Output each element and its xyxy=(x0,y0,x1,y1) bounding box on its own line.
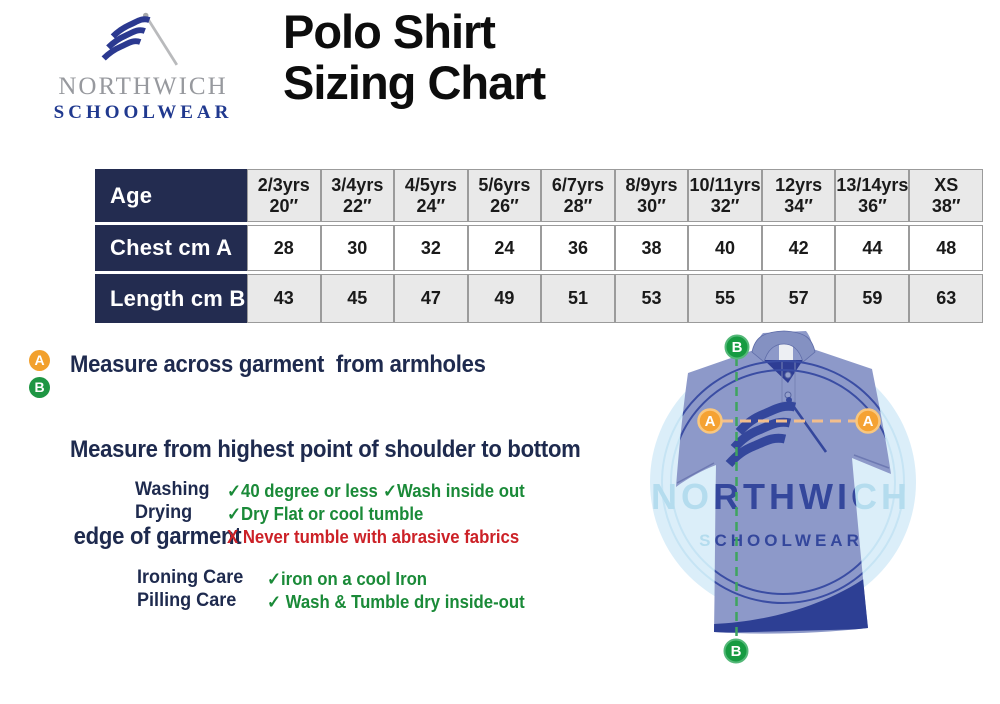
measure-b-badge: B xyxy=(29,377,50,398)
chest-value: 48 xyxy=(909,225,983,271)
washing-item-2: ✓Wash inside out xyxy=(383,481,525,501)
sizing-table: Age 2/3yrs 20″ 3/4yrs 22″ 4/5yrs 24″ 5/6yrs… xyxy=(95,169,983,323)
age-col-header: 8/9yrs 30″ xyxy=(614,169,689,222)
length-value: 53 xyxy=(614,274,689,323)
age-col-header: 6/7yrs 28″ xyxy=(541,169,615,222)
age-col-header: 3/4yrs 22″ xyxy=(320,169,395,222)
flag-icon xyxy=(101,12,178,66)
age-col-header: 12yrs 34″ xyxy=(761,169,836,222)
drying-item: ✓Dry Flat or cool tumble xyxy=(227,504,424,524)
age-col-header: 10/11yrs 32″ xyxy=(688,169,762,222)
measure-b-line1: Measure from highest point of shoulder t… xyxy=(70,436,581,463)
length-value: 63 xyxy=(909,274,983,323)
length-value: 45 xyxy=(320,274,395,323)
chest-value: 30 xyxy=(320,225,395,271)
washing-item-1: ✓40 degree or less xyxy=(227,481,378,501)
ironing-item: ✓iron on a cool Iron xyxy=(267,569,428,589)
age-col-header: XS 38″ xyxy=(909,169,983,222)
chest-value: 40 xyxy=(688,225,762,271)
svg-text:B: B xyxy=(732,339,743,356)
brand-name: NORTHWICH xyxy=(58,73,228,100)
pilling-label: Pilling Care xyxy=(137,590,237,611)
page-title-line2: Sizing Chart xyxy=(283,56,546,109)
chest-badge-left: A xyxy=(697,408,723,434)
ironing-label: Ironing Care xyxy=(137,567,244,588)
brand-logo: NORTHWICH SCHOOLWEAR xyxy=(36,10,250,123)
age-col-header: 4/5yrs 24″ xyxy=(394,169,468,222)
chest-value: 24 xyxy=(467,225,542,271)
button xyxy=(784,391,792,399)
svg-text:A: A xyxy=(863,413,874,430)
brand-subname: SCHOOLWEAR xyxy=(53,102,233,123)
length-row-label: Length cm B xyxy=(95,274,247,323)
length-value: 57 xyxy=(761,274,836,323)
chest-row-label: Chest cm A xyxy=(95,225,247,271)
chest-value: 42 xyxy=(761,225,836,271)
polo-shirt xyxy=(676,330,891,634)
length-value: 49 xyxy=(467,274,542,323)
chest-value: 28 xyxy=(247,225,321,271)
pilling-item: ✓ Wash & Tumble dry inside-out xyxy=(267,592,525,612)
chest-value: 38 xyxy=(614,225,689,271)
page-title-line1: Polo Shirt xyxy=(283,5,496,58)
svg-text:A: A xyxy=(705,413,716,430)
measure-a-text: Measure across garment from armholes xyxy=(70,351,486,378)
washing-label: Washing xyxy=(135,479,210,500)
age-col-header: 5/6yrs 26″ xyxy=(467,169,542,222)
length-value: 59 xyxy=(835,274,910,323)
shirt-print-text-bottom: SCHOOLWEAR xyxy=(699,531,863,550)
length-value: 43 xyxy=(247,274,321,323)
svg-text:B: B xyxy=(731,643,742,660)
chest-value: 36 xyxy=(541,225,615,271)
length-badge-top: B xyxy=(724,334,750,360)
length-value: 51 xyxy=(541,274,615,323)
age-col-header: 2/3yrs 20″ xyxy=(247,169,321,222)
drying-label: Drying xyxy=(135,502,193,523)
length-value: 47 xyxy=(394,274,468,323)
collar-tag xyxy=(779,343,793,360)
measure-b-line2: edge of garment xyxy=(73,523,242,550)
collar-opening xyxy=(764,360,803,383)
button xyxy=(784,371,792,379)
chest-badge-right: A xyxy=(855,408,881,434)
measure-b-text: Measure from highest point of shoulder t… xyxy=(70,377,640,609)
length-badge-bottom: B xyxy=(723,638,749,664)
age-col-header: 13/14yrs 36″ xyxy=(835,169,910,222)
page-title: Polo Shirt Sizing Chart xyxy=(283,5,546,109)
age-row-label: Age xyxy=(95,169,247,222)
tumble-warning: X Never tumble with abrasive fabrics xyxy=(227,527,520,547)
length-value: 55 xyxy=(688,274,762,323)
chest-value: 32 xyxy=(394,225,468,271)
polo-shirt-graphic: NORTHWICH SCHOOLWEAR NORTHWICH SCHOOLWEA… xyxy=(650,330,916,664)
chest-value: 44 xyxy=(835,225,910,271)
shirt-hem xyxy=(714,576,868,633)
measure-a-badge: A xyxy=(29,350,50,371)
